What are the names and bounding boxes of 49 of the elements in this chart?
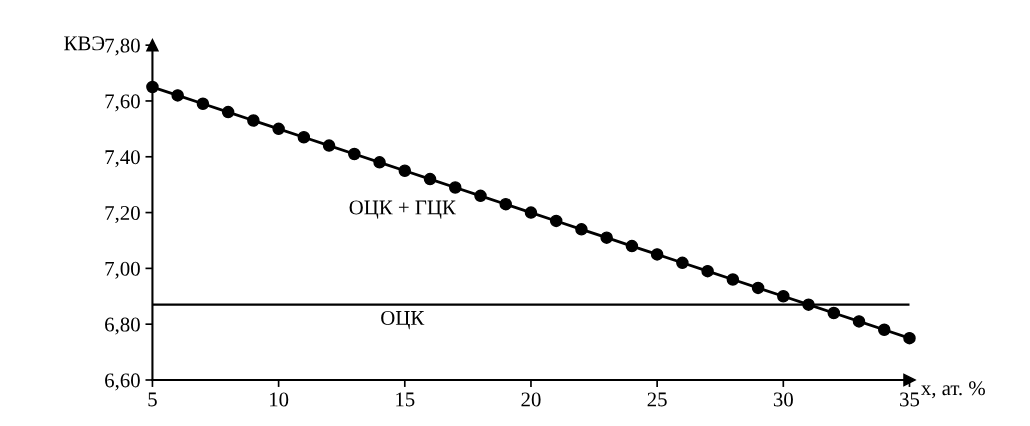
point [322,139,336,152]
x-tick-label: 5 [148,392,157,407]
x-axis-title: x, ат. % [921,381,985,399]
point [297,130,311,144]
point [650,248,664,261]
point [272,122,285,136]
x-tick-label: 15 [396,392,415,407]
point [449,181,462,194]
point [676,256,689,270]
point [625,239,639,253]
point [348,147,361,161]
y-tick-label: 7,80 [105,38,140,56]
x-tick-label: 20 [521,392,541,407]
point [221,105,235,119]
point [751,281,765,295]
point [575,223,588,236]
point [499,197,512,211]
point [146,80,159,94]
point [398,164,412,177]
x-tick-label: 30 [773,392,793,407]
point [474,189,487,203]
y-tick-label: 7,40 [105,150,140,168]
y-tick-label: 7,60 [105,94,140,112]
annotation: ОЦК + ГЦК [349,200,456,219]
point [600,231,613,244]
point [726,273,740,286]
point [802,298,815,311]
y-axis-title: КВЭ [64,36,105,51]
y-tick-label: 7,20 [105,205,140,224]
point [196,97,210,111]
annotation: ОЦК [381,310,425,330]
point [524,206,538,219]
x-tick-label: 35 [900,392,920,407]
x-tick-label: 25 [647,392,667,407]
point [549,214,563,228]
point [827,306,841,320]
y-tick-label: 6,60 [105,373,140,391]
point [777,290,790,303]
point [423,172,437,186]
point [701,264,714,278]
point [373,156,386,169]
point [247,114,260,127]
point [878,323,891,337]
x-tick-label: 10 [270,392,289,407]
point [171,89,184,102]
point [903,331,916,345]
y-tick-label: 7,00 [105,261,140,279]
point [852,315,866,328]
y-tick-label: 6,80 [105,317,140,335]
